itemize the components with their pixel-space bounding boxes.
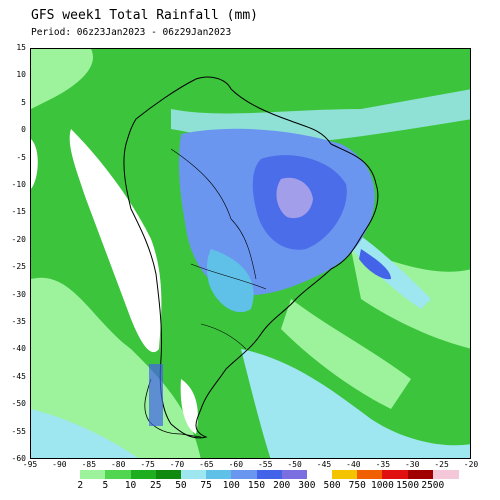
legend-label: 5 [102, 480, 109, 491]
rain-light-area [31, 49, 93, 109]
lon-tick-label: -20 [463, 460, 479, 469]
legend-label: 1500 [396, 480, 420, 491]
lat-tick-label: -30 [11, 289, 26, 299]
lon-tick-label: -35 [375, 460, 391, 469]
lon-tick-label: -85 [81, 460, 97, 469]
lat-tick-label: 10 [16, 70, 26, 80]
legend-swatch [382, 470, 409, 479]
lat-tick-label: -60 [11, 454, 26, 463]
rain-cyan-band [31, 409, 139, 458]
map-title: GFS week1 Total Rainfall (mm) [31, 8, 258, 23]
legend-label: 50 [175, 480, 187, 491]
lat-tick-label: -40 [11, 344, 26, 354]
lon-tick-label: -80 [110, 460, 126, 469]
lat-tick-label: -25 [11, 262, 26, 272]
lon-tick-label: -90 [52, 460, 67, 469]
legend-label: 300 [298, 480, 316, 491]
legend-label: 200 [273, 480, 291, 491]
rain-blue-lobe [206, 249, 254, 313]
legend-swatch [332, 470, 358, 479]
legend-swatch [281, 470, 308, 479]
lon-tick-label: -65 [199, 460, 214, 469]
lat-tick-label: -35 [11, 317, 26, 326]
rain-cyan-band [241, 349, 470, 458]
lat-tick-label: 0 [21, 125, 26, 135]
legend-label: 1000 [370, 480, 394, 491]
legend-swatch [306, 470, 333, 479]
legend-label: 25 [150, 480, 162, 491]
legend-swatch [231, 470, 257, 479]
lon-tick-label: -30 [404, 460, 420, 469]
legend-swatch [407, 470, 434, 479]
lat-tick-label: -5 [16, 152, 26, 162]
legend-label: 150 [247, 480, 266, 491]
dry-zone [31, 139, 38, 189]
lat-tick-label: -10 [11, 180, 26, 189]
legend-label: 10 [124, 480, 137, 491]
continent-outline [123, 76, 379, 439]
country-borders [170, 148, 267, 350]
legend-label: 100 [222, 480, 240, 491]
lat-tick-label: 15 [16, 43, 26, 52]
legend-label: 500 [323, 480, 341, 491]
legend-swatch [256, 470, 283, 479]
legend-swatch [80, 470, 106, 479]
lon-tick-label: -70 [169, 460, 185, 469]
rainfall-map [30, 48, 471, 459]
rain-lavender-spot [276, 177, 313, 219]
lat-tick-label: -55 [11, 426, 26, 436]
dry-zone [69, 129, 162, 353]
rain-heavy-core [359, 249, 391, 280]
map-canvas [31, 49, 470, 458]
lat-tick-label: -50 [11, 399, 26, 409]
lon-tick-label: -45 [316, 460, 332, 469]
legend-swatch [155, 470, 182, 479]
legend-label: 2 [77, 480, 84, 491]
lon-tick-label: -50 [287, 460, 302, 469]
rain-heavy-core [149, 364, 163, 426]
lon-tick-label: -25 [434, 460, 449, 469]
lon-tick-label: -95 [22, 460, 38, 469]
period-label: Period: 06z23Jan2023 - 06z29Jan2023 [31, 27, 232, 38]
legend-swatch [432, 470, 459, 479]
lat-tick-label: 5 [21, 97, 26, 107]
lon-tick-label: -60 [228, 460, 244, 469]
legend-swatch [105, 470, 132, 479]
lat-tick-label: -45 [11, 371, 26, 381]
dry-zone [180, 379, 198, 434]
lat-tick-label: -15 [11, 207, 26, 217]
legend-swatch [55, 470, 81, 479]
lat-tick-label: -20 [11, 234, 26, 244]
legend-label: 75 [200, 480, 212, 491]
legend-swatch [206, 470, 232, 479]
lon-tick-label: -40 [346, 460, 361, 469]
legend-label: 750 [348, 480, 366, 491]
legend-label: 2500 [421, 480, 445, 491]
legend-swatch [130, 470, 157, 479]
rain-light-area [281, 299, 411, 409]
lon-tick-label: -75 [140, 460, 155, 469]
legend-swatch [180, 470, 207, 479]
legend-swatch [357, 470, 383, 479]
lon-tick-label: -55 [257, 460, 273, 469]
color-legend: 2 5 10 25 50 75 100 150 200 300 500 750 1000 1500 2500 [55, 470, 459, 494]
